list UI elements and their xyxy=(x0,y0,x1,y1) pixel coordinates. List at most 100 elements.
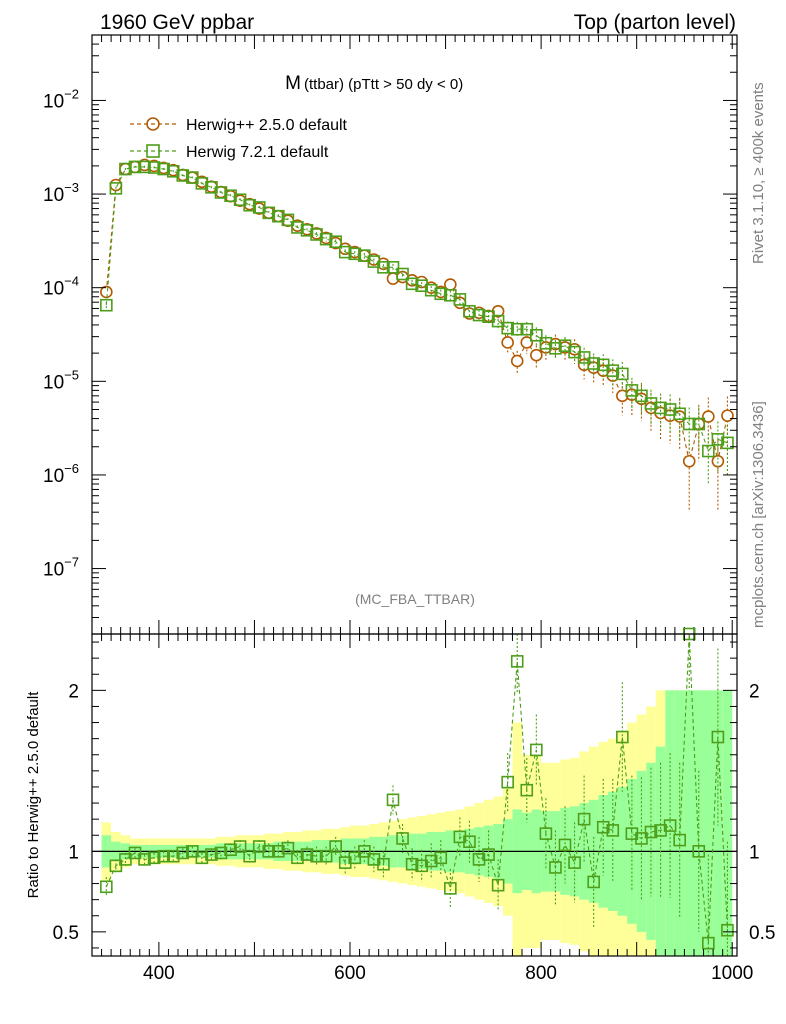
band-green xyxy=(713,690,723,956)
data-point-herwigpp xyxy=(711,454,725,468)
main-axes: 10−710−610−510−410−310−2 xyxy=(43,34,737,635)
ratio-tick-label-left: 2 xyxy=(68,681,79,702)
y-tick-label-base: 10 xyxy=(43,91,64,112)
y-tick-label: 10−5 xyxy=(43,367,79,393)
data-point-herwig7 xyxy=(587,357,600,370)
ratio-point xyxy=(128,846,142,860)
data-point-herwig7 xyxy=(128,160,142,174)
ratio-point xyxy=(329,840,342,853)
data-point-herwigpp xyxy=(530,348,543,362)
legend-marker-herwig7 xyxy=(146,144,160,158)
data-point-herwigpp xyxy=(501,336,514,349)
ratio-point xyxy=(577,812,591,826)
data-point-herwig7 xyxy=(444,288,457,302)
y-tick-label-exponent: −2 xyxy=(64,86,79,101)
ratio-point xyxy=(635,832,648,845)
data-point-herwig7 xyxy=(692,417,706,431)
y-tick-label: 10−7 xyxy=(43,555,79,581)
ratio-point xyxy=(673,833,686,847)
ratio-point xyxy=(530,743,543,757)
data-point-herwig7 xyxy=(377,261,390,274)
ratio-tick-label-right: 0.5 xyxy=(749,923,775,944)
data-point-herwig7 xyxy=(482,310,495,323)
y-tick-label-base: 10 xyxy=(43,466,64,487)
ratio-bands xyxy=(92,690,737,956)
ratio-point xyxy=(310,849,323,863)
ratio-point xyxy=(166,849,180,863)
y-tick-label-base: 10 xyxy=(43,185,64,206)
data-point-herwig7 xyxy=(616,367,629,381)
ratio-point xyxy=(606,824,620,837)
data-point-herwig7 xyxy=(711,433,725,446)
ratio-tick-label-right: 1 xyxy=(749,842,760,863)
ratio-point xyxy=(405,857,419,871)
ratio-point xyxy=(119,853,132,866)
data-point-herwigpp xyxy=(702,410,715,423)
ratio-point xyxy=(692,845,706,858)
data-point-herwig7 xyxy=(300,224,314,237)
ratio-point xyxy=(463,835,476,848)
ratio-point xyxy=(272,845,285,858)
ratio-point xyxy=(721,923,734,937)
data-point-herwig7 xyxy=(262,206,276,220)
data-point-herwig7 xyxy=(291,221,304,234)
data-point-herwigpp xyxy=(510,354,524,368)
data-point-herwig7 xyxy=(654,401,667,415)
header-left: 1960 GeV ppbar xyxy=(100,11,254,34)
y-tick-label: 10−6 xyxy=(43,461,79,487)
data-point-herwig7 xyxy=(119,162,132,176)
ratio-frame xyxy=(91,633,738,957)
band-green xyxy=(684,690,694,956)
data-point-herwig7 xyxy=(663,403,677,416)
y-tick-label-exponent: −3 xyxy=(64,180,79,195)
ratio-point xyxy=(702,936,715,950)
y-tick-label-exponent: −5 xyxy=(64,367,79,382)
data-point-herwig7 xyxy=(310,228,323,241)
legend-label-herwigpp: Herwig++ 2.5.0 default xyxy=(186,117,348,134)
ratio-point xyxy=(539,827,553,840)
ratio-point xyxy=(520,783,534,797)
data-point-herwig7 xyxy=(453,293,467,306)
ratio-point xyxy=(157,849,170,863)
series-line-1 xyxy=(105,166,728,453)
ratio-point xyxy=(214,846,228,860)
ratio-point xyxy=(501,775,514,789)
data-point-herwig7 xyxy=(176,169,190,182)
ratio-axes: 400 600 800 1000 0.5 0.5 1 1 2 2 xyxy=(53,634,775,984)
y-tick-label-base: 10 xyxy=(43,372,64,393)
ratio-point xyxy=(224,843,237,857)
ratio-point xyxy=(558,838,572,852)
ratio-point xyxy=(424,854,438,868)
data-point-herwig7 xyxy=(348,247,362,261)
data-point-herwig7 xyxy=(386,261,400,274)
y-tick-label-exponent: −6 xyxy=(64,461,79,476)
ratio-point xyxy=(186,845,199,858)
y-tick-label-exponent: −7 xyxy=(64,555,79,570)
data-point-herwig7 xyxy=(702,444,715,458)
header-right: Top (parton level) xyxy=(574,11,736,34)
ratio-point xyxy=(568,856,581,869)
data-point-herwig7 xyxy=(138,160,151,174)
data-point-herwig7 xyxy=(635,389,648,403)
legend-entry-herwigpp: Herwig++ 2.5.0 default xyxy=(130,117,348,134)
data-point-herwig7 xyxy=(558,339,572,353)
data-point-herwig7 xyxy=(530,329,543,342)
band-green xyxy=(703,690,714,956)
data-point-herwig7 xyxy=(673,407,686,421)
ratio-point xyxy=(444,882,457,895)
ratio-point xyxy=(147,851,161,865)
data-point-herwig7 xyxy=(510,322,524,336)
data-point-herwig7 xyxy=(329,235,342,248)
ratio-point xyxy=(291,851,304,865)
ratio-point xyxy=(549,861,562,874)
ratio-point xyxy=(195,851,209,865)
ratio-point xyxy=(300,848,314,861)
plot-title-main: M xyxy=(285,73,301,94)
data-point-herwig7 xyxy=(682,417,696,431)
data-point-herwig7 xyxy=(424,283,438,297)
data-point-herwig7 xyxy=(396,267,409,281)
data-point-herwigpp xyxy=(721,409,734,422)
ratio-point xyxy=(100,880,113,894)
ratio-point xyxy=(396,832,409,845)
legend-marker-herwigpp xyxy=(146,117,160,131)
